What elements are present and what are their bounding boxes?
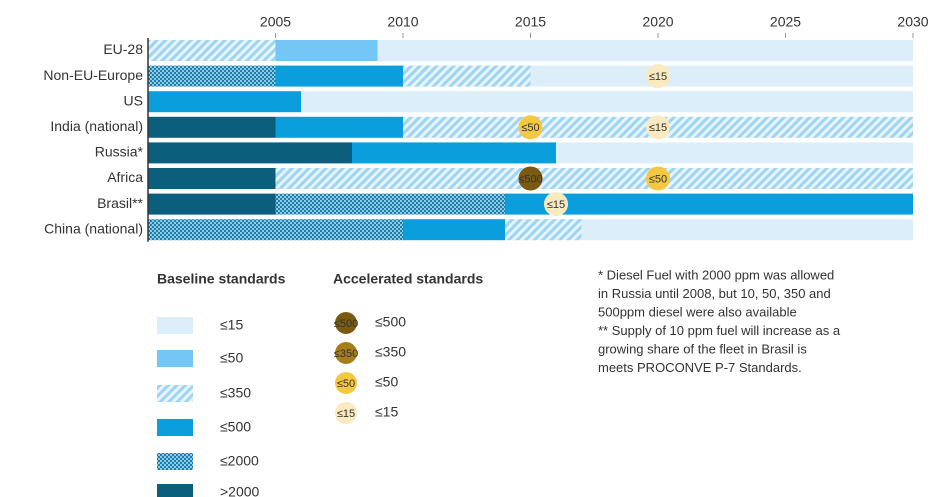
- x-tick-label: 2015: [515, 14, 546, 30]
- segment: [148, 116, 276, 138]
- legend-label: ≤50: [220, 350, 243, 366]
- row-label: Non-EU-Europe: [43, 67, 143, 83]
- legend-label: ≤15: [220, 317, 243, 333]
- x-tick-label: 2030: [897, 14, 928, 30]
- legend-label: ≤500: [220, 419, 251, 435]
- accelerated-label: ≤500: [518, 173, 542, 185]
- segment: [403, 65, 531, 87]
- segment: [148, 91, 301, 113]
- segment: [377, 40, 913, 61]
- segment: [148, 40, 276, 61]
- segment: [148, 142, 352, 164]
- legend-swatch: [335, 312, 357, 334]
- accelerated-label: ≤50: [521, 122, 539, 134]
- legend-swatch: [335, 402, 357, 424]
- legend-title: Accelerated standards: [333, 271, 483, 287]
- accelerated-label: ≤15: [649, 71, 667, 83]
- footnote: growing share of the fleet in Brasil is: [598, 341, 807, 356]
- footnote: ** Supply of 10 ppm fuel will increase a…: [598, 323, 841, 338]
- segment: [148, 168, 276, 189]
- footnote: meets PROCONVE P-7 Standards.: [598, 360, 802, 375]
- accelerated-marker: [544, 192, 568, 217]
- segment: [581, 219, 913, 241]
- legend-label: >2000: [220, 484, 260, 497]
- x-tick-label: 2010: [387, 14, 418, 30]
- x-tick-label: 2025: [770, 14, 801, 30]
- x-tick-label: 2005: [260, 14, 291, 30]
- row-label: India (national): [50, 118, 143, 134]
- legend-swatch-label: ≤500: [334, 318, 358, 330]
- legend-label: ≤500: [375, 314, 406, 330]
- segment: [352, 142, 556, 164]
- legend-swatch: [335, 372, 357, 394]
- segment: [275, 168, 913, 189]
- segment: [403, 219, 505, 241]
- segment: [275, 116, 403, 138]
- segment: [275, 65, 403, 87]
- legend-swatch: [335, 342, 357, 364]
- legend-label: ≤2000: [220, 453, 259, 469]
- segment: [275, 193, 505, 215]
- footnote: 500ppm diesel were also available: [598, 304, 797, 319]
- segment: [148, 65, 276, 87]
- segment: [148, 219, 403, 241]
- legend-label: ≤350: [220, 385, 251, 401]
- row-label: Russia*: [95, 144, 144, 160]
- accelerated-marker: [646, 64, 670, 89]
- row-label: China (national): [44, 220, 143, 236]
- legend-swatch: [157, 317, 193, 334]
- accelerated-marker: [646, 166, 670, 191]
- segment: [505, 193, 913, 215]
- segment: [275, 40, 378, 61]
- segment: [148, 193, 276, 215]
- x-tick-label: 2020: [642, 14, 673, 30]
- row-label: Brasil**: [97, 195, 143, 211]
- accelerated-marker: [646, 115, 670, 140]
- legend-title: Baseline standards: [157, 271, 286, 287]
- legend-label: ≤350: [375, 344, 406, 360]
- accelerated-label: ≤15: [547, 199, 565, 211]
- row-label: US: [124, 92, 143, 108]
- legend-swatch: [157, 453, 193, 470]
- legend-swatch: [157, 385, 193, 402]
- segment: [556, 142, 913, 164]
- segment: [505, 219, 582, 241]
- accelerated-marker: [518, 166, 543, 191]
- segment: [301, 91, 913, 113]
- footnote: in Russia until 2008, but 10, 50, 350 an…: [598, 286, 831, 301]
- legend-swatch-label: ≤15: [337, 408, 355, 420]
- accelerated-label: ≤15: [649, 122, 667, 134]
- segment: [530, 65, 913, 87]
- legend-swatch: [157, 419, 193, 436]
- legend-swatch-label: ≤350: [334, 348, 358, 360]
- footnote: * Diesel Fuel with 2000 ppm was allowed: [598, 267, 834, 282]
- legend-swatch-label: ≤50: [337, 378, 355, 390]
- legend-label: ≤15: [375, 404, 398, 420]
- row-label: Africa: [107, 169, 143, 185]
- legend-swatch: [157, 484, 193, 497]
- accelerated-marker: [518, 115, 543, 140]
- accelerated-label: ≤50: [649, 173, 667, 185]
- legend-swatch: [157, 350, 193, 367]
- row-label: EU-28: [103, 41, 143, 57]
- legend-label: ≤50: [375, 374, 398, 390]
